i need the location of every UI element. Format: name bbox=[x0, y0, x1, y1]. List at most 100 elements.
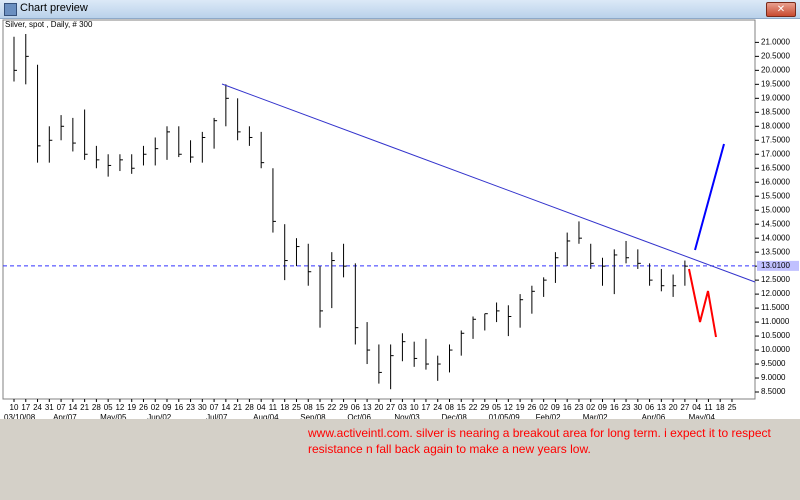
y-tick-label: 21.0000 bbox=[761, 37, 790, 46]
x-tick-label: 29 bbox=[339, 403, 348, 412]
x-tick-label: 08 bbox=[304, 403, 313, 412]
x-tick-label: 10 bbox=[410, 403, 419, 412]
close-button[interactable]: ✕ bbox=[766, 2, 796, 17]
x-tick-label: 02 bbox=[151, 403, 160, 412]
x-tick-label: 19 bbox=[127, 403, 136, 412]
x-tick-label: 16 bbox=[563, 403, 572, 412]
y-tick-label: 14.0000 bbox=[761, 233, 790, 242]
y-tick-label: 13.5000 bbox=[761, 247, 790, 256]
x-tick-label: 04 bbox=[257, 403, 266, 412]
y-tick-label: 9.5000 bbox=[761, 359, 786, 368]
annotation-line: resistance n fall back again to make a n… bbox=[308, 442, 591, 456]
x-tick-label: 06 bbox=[645, 403, 654, 412]
x-tick-label: 27 bbox=[386, 403, 395, 412]
x-tick-label: 15 bbox=[316, 403, 325, 412]
x-tick-label: 03 bbox=[398, 403, 407, 412]
x-tick-label: 05 bbox=[104, 403, 113, 412]
x-tick-label: 10 bbox=[10, 403, 19, 412]
chart: Silver, spot , Daily, # 300 8.5000 9.0000… bbox=[0, 19, 800, 419]
x-tick-label: 23 bbox=[186, 403, 195, 412]
x-tick-label: 11 bbox=[704, 403, 713, 412]
y-tick-label: 15.0000 bbox=[761, 205, 790, 214]
x-tick-label: 28 bbox=[245, 403, 254, 412]
x-tick-label: 15 bbox=[457, 403, 466, 412]
x-month-label: Jun/02 bbox=[147, 413, 172, 419]
y-tick-label: 20.5000 bbox=[761, 51, 790, 60]
level-label-bg bbox=[757, 260, 799, 271]
x-tick-label: 16 bbox=[174, 403, 183, 412]
x-tick-label: 14 bbox=[221, 403, 230, 412]
x-tick-label: 29 bbox=[480, 403, 489, 412]
x-tick-label: 25 bbox=[292, 403, 301, 412]
y-tick-label: 8.5000 bbox=[761, 387, 786, 396]
y-tick-label: 16.5000 bbox=[761, 163, 790, 172]
x-tick-label: 20 bbox=[374, 403, 383, 412]
window-icon bbox=[4, 3, 17, 16]
x-tick-label: 25 bbox=[728, 403, 737, 412]
x-tick-label: 31 bbox=[45, 403, 54, 412]
x-tick-label: 23 bbox=[622, 403, 631, 412]
y-tick-label: 14.5000 bbox=[761, 219, 790, 228]
x-month-label: Apr/06 bbox=[642, 413, 666, 419]
x-tick-label: 12 bbox=[504, 403, 513, 412]
x-tick-label: 30 bbox=[198, 403, 207, 412]
x-tick-label: 30 bbox=[633, 403, 642, 412]
x-tick-label: 26 bbox=[139, 403, 148, 412]
y-tick-label: 12.0000 bbox=[761, 289, 790, 298]
x-tick-label: 13 bbox=[363, 403, 372, 412]
window-title: Chart preview bbox=[20, 2, 88, 14]
x-month-label: Mar/02 bbox=[583, 413, 608, 419]
x-tick-label: 02 bbox=[586, 403, 595, 412]
x-month-label: Dec/08 bbox=[441, 413, 467, 419]
x-tick-label: 19 bbox=[516, 403, 525, 412]
y-tick-label: 15.5000 bbox=[761, 191, 790, 200]
x-tick-label: 09 bbox=[163, 403, 172, 412]
x-tick-label: 23 bbox=[575, 403, 584, 412]
x-tick-label: 02 bbox=[539, 403, 548, 412]
x-tick-label: 09 bbox=[598, 403, 607, 412]
x-tick-label: 04 bbox=[692, 403, 701, 412]
x-month-label: Apr/07 bbox=[53, 413, 77, 419]
title-bar: Chart preview ✕ bbox=[0, 0, 800, 19]
x-tick-label: 28 bbox=[92, 403, 101, 412]
level-label: 13.0100 bbox=[761, 261, 790, 270]
up-arrow-drawing bbox=[694, 143, 725, 251]
y-tick-label: 18.0000 bbox=[761, 121, 790, 130]
chart-title: Silver, spot , Daily, # 300 bbox=[5, 20, 93, 29]
x-tick-label: 17 bbox=[421, 403, 430, 412]
y-tick-label: 19.5000 bbox=[761, 79, 790, 88]
trend-line bbox=[221, 83, 756, 283]
x-tick-label: 21 bbox=[80, 403, 89, 412]
x-month-label: Nov/03 bbox=[394, 413, 420, 419]
x-tick-label: 26 bbox=[527, 403, 536, 412]
x-tick-label: 06 bbox=[351, 403, 360, 412]
y-tick-label: 17.0000 bbox=[761, 149, 790, 158]
annotation-line: www.activeintl.com. silver is nearing a … bbox=[308, 426, 771, 440]
x-month-label: Sep/08 bbox=[300, 413, 326, 419]
down-arrow-drawing bbox=[688, 268, 717, 338]
x-tick-label: 08 bbox=[445, 403, 454, 412]
x-tick-label: 11 bbox=[269, 403, 278, 412]
y-tick-label: 10.5000 bbox=[761, 331, 790, 340]
x-tick-label: 14 bbox=[68, 403, 77, 412]
x-month-label: Aug/04 bbox=[253, 413, 279, 419]
x-tick-label: 24 bbox=[33, 403, 42, 412]
x-tick-label: 21 bbox=[233, 403, 242, 412]
x-month-label: May/05 bbox=[100, 413, 127, 419]
y-tick-label: 11.0000 bbox=[761, 317, 790, 326]
x-tick-label: 09 bbox=[551, 403, 560, 412]
y-tick-label: 20.0000 bbox=[761, 65, 790, 74]
x-month-label: May/04 bbox=[689, 413, 716, 419]
y-tick-label: 16.0000 bbox=[761, 177, 790, 186]
x-tick-label: 07 bbox=[210, 403, 219, 412]
y-tick-label: 9.0000 bbox=[761, 373, 786, 382]
x-tick-label: 18 bbox=[280, 403, 289, 412]
x-tick-label: 22 bbox=[469, 403, 478, 412]
x-tick-label: 12 bbox=[115, 403, 124, 412]
x-tick-label: 20 bbox=[669, 403, 678, 412]
y-tick-label: 19.0000 bbox=[761, 93, 790, 102]
y-tick-label: 10.0000 bbox=[761, 345, 790, 354]
x-tick-label: 18 bbox=[716, 403, 725, 412]
x-tick-label: 17 bbox=[21, 403, 30, 412]
